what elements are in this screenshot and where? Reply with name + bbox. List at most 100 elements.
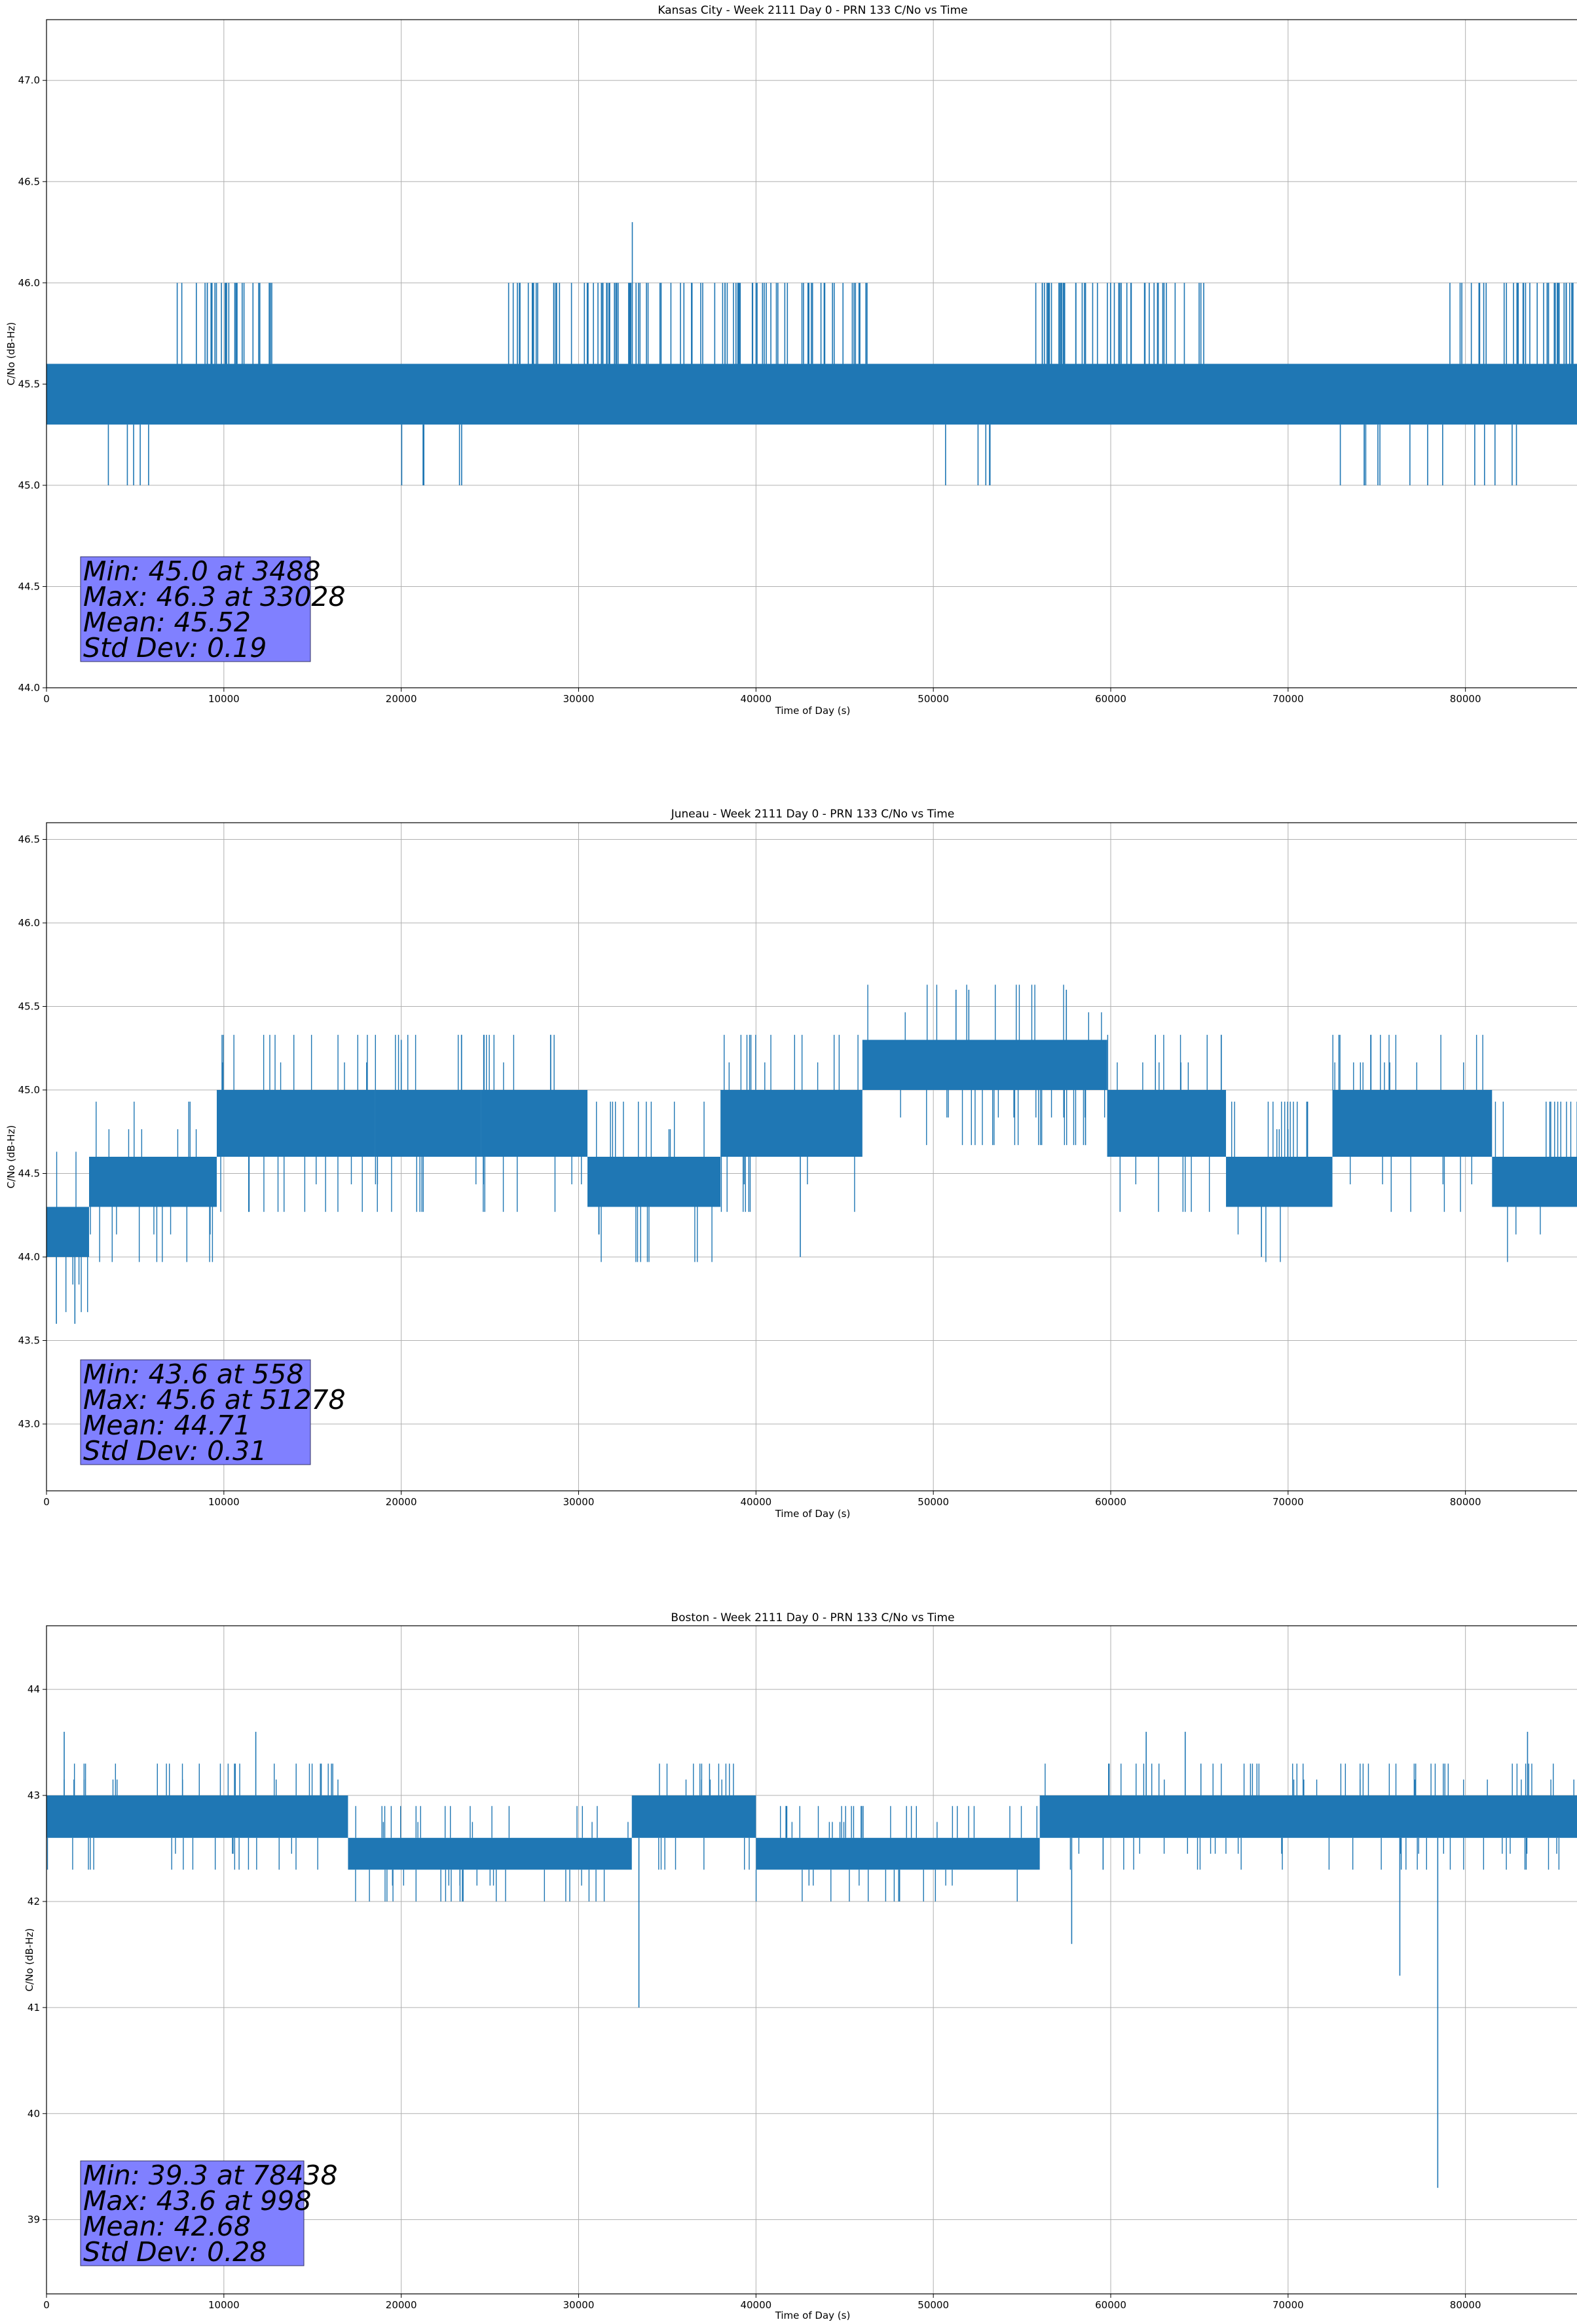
y-tick-label: 44.5 xyxy=(18,580,40,592)
x-tick-label: 40000 xyxy=(740,2299,771,2311)
y-tick-label: 45.0 xyxy=(18,1084,40,1096)
y-tick-label: 44.5 xyxy=(18,1168,40,1180)
grid-lines xyxy=(46,1626,1577,2294)
signal-band xyxy=(631,1795,756,1838)
stats-max: Max: 45.6 at 51278 xyxy=(83,1384,346,1415)
y-axis-ticks: 43.0 43.5 44.0 44.5 45.0 45.5 46.0 46.5 xyxy=(18,834,46,1430)
stats-max: Max: 46.3 at 33028 xyxy=(83,581,346,612)
signal-band xyxy=(1226,1157,1333,1207)
stats-min: Min: 39.3 at 78438 xyxy=(83,2160,338,2191)
signal-band xyxy=(217,1090,375,1157)
y-tick-label: 42 xyxy=(28,1896,40,1907)
panel-juneau: Juneau - Week 2111 Day 0 - PRN 133 C/No … xyxy=(5,808,1577,1520)
stats-box-background xyxy=(80,1359,311,1465)
x-tick-label: 70000 xyxy=(1272,1496,1304,1508)
stats-box-background xyxy=(80,2160,305,2266)
y-tick-label: 45.0 xyxy=(18,479,40,491)
x-tick-label: 30000 xyxy=(563,2299,595,2311)
stats-box: Min: 45.0 at 3488 Max: 46.3 at 33028 Mea… xyxy=(80,555,346,664)
signal-band xyxy=(46,1207,89,1257)
x-tick-label: 80000 xyxy=(1450,1496,1481,1508)
stats-min: Min: 43.6 at 558 xyxy=(83,1359,303,1390)
signal-band xyxy=(1492,1157,1577,1207)
data-series xyxy=(46,1731,1577,2188)
x-tick-label: 0 xyxy=(43,1496,50,1508)
y-axis-label: C/No (dB-Hz) xyxy=(5,1125,17,1189)
x-tick-label: 50000 xyxy=(918,2299,949,2311)
x-tick-label: 20000 xyxy=(386,2299,417,2311)
y-tick-label: 46.0 xyxy=(18,277,40,289)
x-tick-label: 20000 xyxy=(386,693,417,705)
x-tick-label: 40000 xyxy=(740,693,771,705)
stats-box: Min: 39.3 at 78438 Max: 43.6 at 998 Mean… xyxy=(80,2160,338,2268)
plot-frame xyxy=(46,822,1577,1491)
x-tick-label: 60000 xyxy=(1095,693,1126,705)
stats-std-dev: Std Dev: 0.31 xyxy=(83,1435,267,1467)
stats-box-background xyxy=(80,556,311,662)
signal-band xyxy=(375,1090,481,1157)
x-tick-label: 40000 xyxy=(740,1496,771,1508)
chart-title: Boston - Week 2111 Day 0 - PRN 133 C/No … xyxy=(671,1611,954,1624)
x-tick-label: 80000 xyxy=(1450,693,1481,705)
x-tick-label: 10000 xyxy=(208,693,240,705)
data-series xyxy=(46,984,1577,1324)
y-tick-label: 40 xyxy=(28,2108,40,2120)
stats-mean: Mean: 42.68 xyxy=(83,2211,251,2242)
signal-band xyxy=(1039,1795,1577,1838)
stats-std-dev: Std Dev: 0.19 xyxy=(83,632,267,664)
x-tick-label: 70000 xyxy=(1272,693,1304,705)
y-tick-label: 44.0 xyxy=(18,1251,40,1263)
x-tick-label: 30000 xyxy=(563,693,595,705)
x-tick-label: 10000 xyxy=(208,2299,240,2311)
panel-boston: Boston - Week 2111 Day 0 - PRN 133 C/No … xyxy=(24,1611,1577,2321)
y-axis-label: C/No (dB-Hz) xyxy=(5,322,17,386)
signal-band xyxy=(720,1090,863,1157)
x-tick-label: 0 xyxy=(43,693,50,705)
stats-mean: Mean: 44.71 xyxy=(83,1410,251,1441)
y-axis-label: C/No (dB-Hz) xyxy=(24,1928,35,1992)
signal-band xyxy=(1332,1090,1493,1157)
signal-band xyxy=(46,1795,348,1838)
y-tick-label: 45.5 xyxy=(18,1001,40,1013)
x-tick-label: 50000 xyxy=(918,1496,949,1508)
y-tick-label: 46.0 xyxy=(18,917,40,929)
plot-frame xyxy=(46,19,1577,688)
x-tick-label: 10000 xyxy=(208,1496,240,1508)
y-tick-label: 44 xyxy=(28,1683,40,1695)
y-tick-label: 39 xyxy=(28,2214,40,2226)
x-tick-label: 80000 xyxy=(1450,2299,1481,2311)
x-tick-label: 60000 xyxy=(1095,2299,1126,2311)
panel-kansas-city: Kansas City - Week 2111 Day 0 - PRN 133 … xyxy=(5,4,1577,717)
x-axis-ticks: 0 10000 20000 30000 40000 50000 60000 70000 8000… xyxy=(43,2294,1481,2311)
y-tick-label: 46.5 xyxy=(18,834,40,846)
y-tick-label: 43.5 xyxy=(18,1335,40,1347)
stats-mean: Mean: 45.52 xyxy=(83,607,251,638)
y-axis-ticks: 44.0 44.5 45.0 45.5 46.0 46.5 47.0 xyxy=(18,75,46,694)
signal-band xyxy=(756,1837,1040,1870)
signal-band xyxy=(348,1837,632,1870)
x-tick-label: 30000 xyxy=(563,1496,595,1508)
x-tick-label: 20000 xyxy=(386,1496,417,1508)
signal-band xyxy=(481,1090,588,1157)
y-tick-label: 44.0 xyxy=(18,682,40,694)
y-tick-label: 43.0 xyxy=(18,1418,40,1430)
x-axis-label: Time of Day (s) xyxy=(775,705,851,717)
signal-band xyxy=(46,364,1577,425)
signal-band xyxy=(1107,1090,1227,1157)
x-axis-ticks: 0 10000 20000 30000 40000 50000 60000 70000 8000… xyxy=(43,1491,1481,1508)
stats-min: Min: 45.0 at 3488 xyxy=(83,555,321,587)
stats-max: Max: 43.6 at 998 xyxy=(83,2185,311,2217)
x-tick-label: 50000 xyxy=(918,693,949,705)
x-axis-label: Time of Day (s) xyxy=(775,1508,851,1520)
y-tick-label: 45.5 xyxy=(18,378,40,390)
x-axis-label: Time of Day (s) xyxy=(775,2310,851,2321)
stats-std-dev: Std Dev: 0.28 xyxy=(83,2236,267,2268)
y-tick-label: 47.0 xyxy=(18,75,40,86)
x-tick-label: 60000 xyxy=(1095,1496,1126,1508)
data-series xyxy=(46,222,1577,485)
signal-band xyxy=(89,1157,217,1207)
y-tick-label: 43 xyxy=(28,1790,40,1801)
signal-band xyxy=(587,1157,721,1207)
y-axis-ticks: 39 40 41 42 43 44 xyxy=(28,1683,46,2226)
